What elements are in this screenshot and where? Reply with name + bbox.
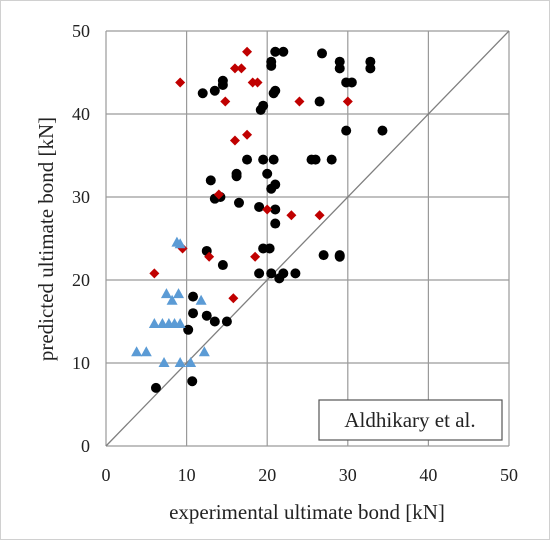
x-tick-label: 30	[339, 465, 357, 485]
data-point-diamond	[262, 204, 273, 215]
data-point-circle	[317, 48, 328, 59]
data-point-circle	[183, 324, 194, 335]
x-tick-label: 0	[102, 465, 111, 485]
x-tick-label: 20	[258, 465, 276, 485]
data-point-circle	[334, 56, 345, 67]
y-tick-label: 10	[72, 353, 90, 373]
y-tick-labels: 0 10 20 30 40 50	[72, 21, 90, 456]
data-point-circle	[278, 46, 289, 57]
data-point-circle	[254, 201, 265, 212]
data-point-diamond	[252, 77, 263, 88]
data-point-circle	[270, 46, 281, 57]
reference-line-y-equals-x	[105, 30, 510, 447]
data-point-diamond	[204, 251, 215, 262]
x-tick-labels: 0 10 20 30 40 50	[102, 465, 519, 485]
data-point-circle	[377, 125, 388, 136]
y-tick-label: 40	[72, 104, 90, 124]
data-point-diamond	[286, 210, 297, 221]
data-point-triangle	[160, 288, 172, 299]
data-point-diamond	[250, 251, 261, 262]
data-point-circle	[242, 154, 253, 165]
y-tick-label: 50	[72, 21, 90, 41]
data-point-diamond	[342, 96, 353, 107]
data-point-diamond	[242, 46, 253, 57]
x-tick-label: 40	[419, 465, 437, 485]
data-point-circle	[278, 268, 289, 279]
data-point-circle	[318, 250, 329, 261]
data-point-diamond	[175, 77, 186, 88]
grid	[105, 30, 510, 447]
annotation-box: Aldhikary et al.	[318, 399, 503, 441]
data-point-triangle	[158, 357, 170, 367]
data-point-circle	[197, 88, 208, 99]
data-point-triangle	[148, 317, 160, 328]
y-tick-label: 0	[81, 436, 90, 456]
y-axis-title: predicted ultimate bond [kN]	[34, 117, 58, 361]
data-point-diamond	[220, 96, 231, 107]
x-tick-label: 10	[178, 465, 196, 485]
data-point-circle	[217, 75, 228, 86]
data-point-diamond	[149, 268, 160, 279]
data-point-triangle	[198, 346, 210, 357]
data-point-circle	[258, 154, 269, 165]
data-point-circle	[254, 268, 265, 279]
data-points	[131, 46, 388, 393]
data-point-diamond	[229, 63, 240, 74]
data-point-circle	[221, 316, 232, 327]
x-axis-title: experimental ultimate bond [kN]	[169, 500, 445, 524]
data-point-circle	[334, 250, 345, 261]
data-point-circle	[231, 168, 242, 179]
data-point-circle	[270, 204, 281, 215]
data-point-diamond	[213, 189, 224, 200]
x-tick-label: 50	[500, 465, 518, 485]
data-point-circle	[188, 308, 199, 319]
data-point-triangle	[174, 317, 186, 328]
data-point-triangle	[185, 357, 197, 367]
data-point-circle	[201, 310, 212, 321]
data-point-circle	[264, 243, 275, 254]
data-point-triangle	[195, 294, 207, 305]
data-point-circle	[314, 96, 325, 107]
data-point-circle	[270, 85, 281, 96]
data-point-circle	[209, 316, 220, 327]
data-point-triangle	[173, 288, 185, 299]
data-point-circle	[205, 175, 216, 186]
data-point-circle	[187, 376, 198, 387]
data-point-circle	[365, 56, 376, 67]
annotation-text: Aldhikary et al.	[344, 408, 475, 432]
data-point-diamond	[242, 129, 253, 140]
data-point-circle	[310, 154, 321, 165]
data-point-circle	[266, 268, 277, 279]
data-point-circle	[209, 85, 220, 96]
data-point-circle	[270, 179, 281, 190]
y-tick-label: 30	[72, 187, 90, 207]
data-point-circle	[341, 125, 352, 136]
data-point-triangle	[140, 346, 152, 357]
data-point-circle	[258, 100, 269, 111]
data-point-circle	[217, 260, 228, 271]
data-point-circle	[150, 382, 161, 393]
data-point-circle	[262, 168, 273, 179]
y-tick-label: 20	[72, 270, 90, 290]
data-point-triangle	[131, 346, 143, 357]
data-point-triangle	[166, 294, 178, 305]
data-point-diamond	[236, 63, 247, 74]
data-point-triangle	[174, 238, 186, 249]
data-point-circle	[346, 77, 357, 88]
data-point-triangle	[174, 357, 186, 367]
data-point-circle	[233, 197, 244, 208]
data-point-diamond	[294, 96, 305, 107]
data-point-diamond	[314, 210, 325, 221]
data-point-circle	[188, 291, 199, 302]
data-point-circle	[270, 218, 281, 229]
data-point-circle	[266, 56, 277, 67]
data-point-diamond	[229, 135, 240, 146]
data-point-circle	[268, 154, 279, 165]
data-point-circle	[326, 154, 337, 165]
data-point-circle	[290, 268, 301, 279]
data-point-diamond	[228, 293, 239, 304]
